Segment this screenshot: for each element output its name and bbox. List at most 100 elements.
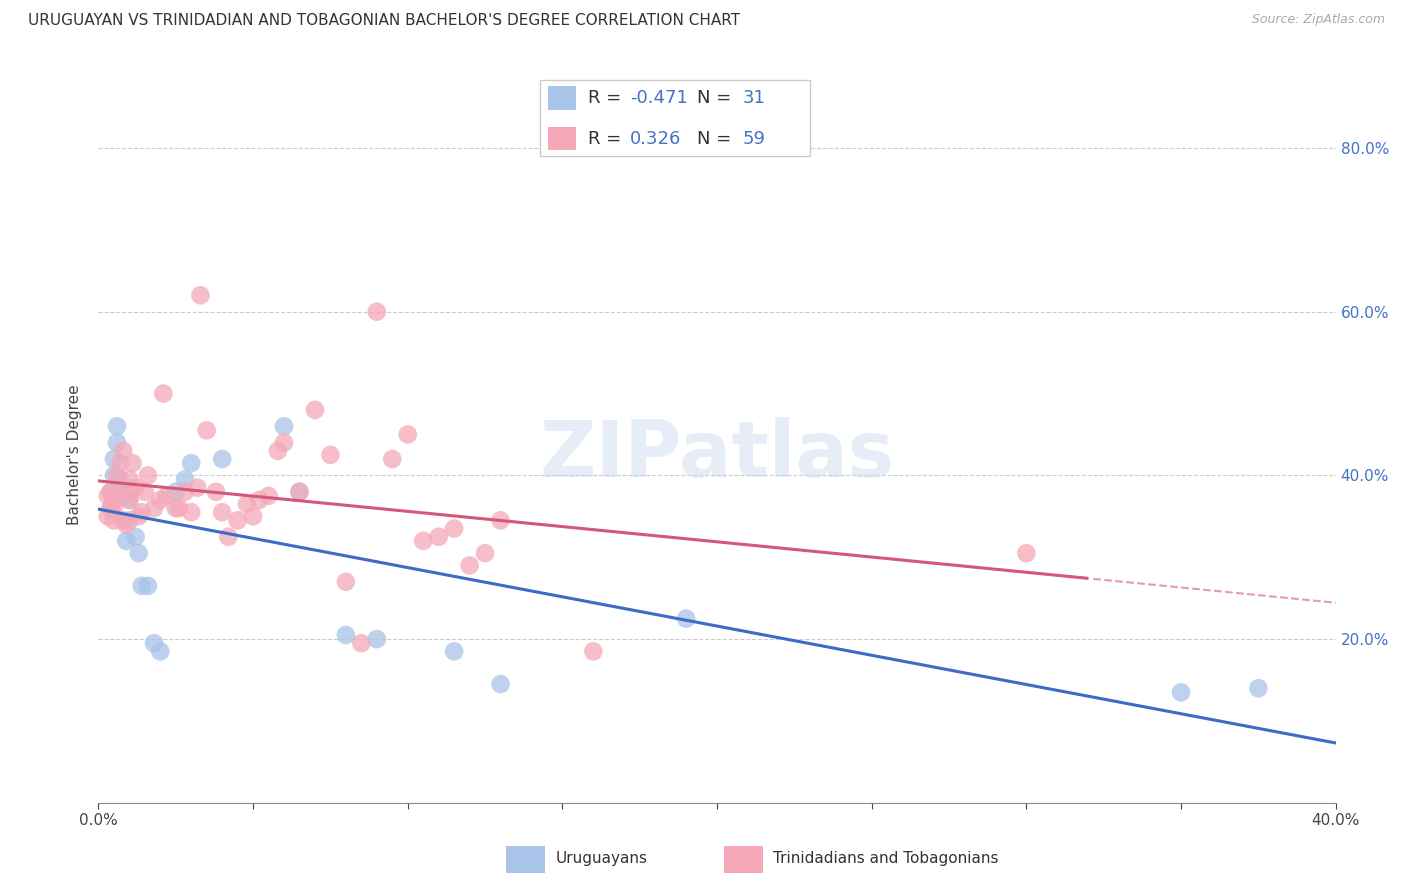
Point: [205, 484, 228, 499]
Point: [124, 481, 146, 495]
Point: [136, 579, 159, 593]
Point: [149, 644, 172, 658]
Point: [155, 489, 177, 503]
Point: [211, 505, 233, 519]
Point: [118, 513, 141, 527]
Point: [167, 501, 190, 516]
Point: [103, 513, 125, 527]
Bar: [548, 86, 576, 110]
Point: [236, 497, 259, 511]
Point: [489, 513, 512, 527]
Y-axis label: Bachelor's Degree: Bachelor's Degree: [67, 384, 83, 525]
Point: [458, 558, 481, 573]
Point: [165, 501, 187, 516]
Point: [288, 484, 311, 499]
Point: [226, 513, 249, 527]
Point: [118, 473, 141, 487]
Point: [273, 435, 295, 450]
Text: -0.471: -0.471: [630, 89, 688, 107]
Text: R =: R =: [588, 89, 627, 107]
Point: [112, 443, 135, 458]
Point: [1015, 546, 1038, 560]
Point: [247, 492, 270, 507]
Point: [1247, 681, 1270, 696]
Point: [319, 448, 342, 462]
Text: 0.326: 0.326: [630, 129, 682, 147]
Point: [105, 484, 128, 499]
Point: [121, 456, 143, 470]
Text: Source: ZipAtlas.com: Source: ZipAtlas.com: [1251, 13, 1385, 27]
Text: 31: 31: [742, 89, 765, 107]
Point: [489, 677, 512, 691]
Point: [174, 484, 197, 499]
Point: [100, 484, 122, 499]
Point: [105, 468, 128, 483]
Point: [217, 530, 239, 544]
Point: [131, 505, 153, 519]
Point: [118, 492, 141, 507]
Point: [427, 530, 450, 544]
Point: [136, 468, 159, 483]
Point: [118, 492, 141, 507]
Point: [115, 517, 138, 532]
Point: [267, 443, 290, 458]
Text: N =: N =: [697, 129, 737, 147]
Point: [103, 492, 125, 507]
Point: [103, 501, 125, 516]
Point: [350, 636, 373, 650]
Point: [105, 419, 128, 434]
Point: [97, 489, 120, 503]
Point: [273, 419, 295, 434]
Bar: [548, 127, 576, 151]
Point: [152, 386, 174, 401]
Point: [112, 489, 135, 503]
Point: [443, 522, 465, 536]
Point: [675, 612, 697, 626]
Point: [128, 509, 150, 524]
Point: [128, 546, 150, 560]
Point: [186, 481, 208, 495]
Point: [108, 456, 131, 470]
Point: [211, 452, 233, 467]
Point: [304, 403, 326, 417]
Text: N =: N =: [697, 89, 737, 107]
Point: [97, 509, 120, 524]
Point: [108, 473, 131, 487]
Point: [180, 456, 202, 470]
Point: [103, 452, 125, 467]
Point: [366, 632, 388, 646]
Point: [174, 473, 197, 487]
Text: R =: R =: [588, 129, 633, 147]
Text: Trinidadians and Tobagonians: Trinidadians and Tobagonians: [773, 851, 998, 866]
Point: [582, 644, 605, 658]
Point: [474, 546, 496, 560]
Point: [100, 501, 122, 516]
Point: [242, 509, 264, 524]
Text: 59: 59: [742, 129, 765, 147]
Point: [105, 435, 128, 450]
Point: [149, 492, 172, 507]
Text: URUGUAYAN VS TRINIDADIAN AND TOBAGONIAN BACHELOR'S DEGREE CORRELATION CHART: URUGUAYAN VS TRINIDADIAN AND TOBAGONIAN …: [28, 13, 740, 29]
Point: [257, 489, 280, 503]
Point: [190, 288, 212, 302]
Point: [381, 452, 404, 467]
Point: [103, 468, 125, 483]
Point: [112, 484, 135, 499]
Point: [288, 484, 311, 499]
Point: [143, 501, 166, 516]
Point: [180, 505, 202, 519]
Text: Uruguayans: Uruguayans: [555, 851, 647, 866]
Point: [1170, 685, 1192, 699]
Point: [100, 484, 122, 499]
Point: [124, 530, 146, 544]
Point: [143, 636, 166, 650]
Point: [118, 484, 141, 499]
Point: [195, 423, 218, 437]
Text: ZIPatlas: ZIPatlas: [540, 417, 894, 493]
Point: [100, 501, 122, 516]
Point: [165, 484, 187, 499]
Point: [443, 644, 465, 658]
FancyBboxPatch shape: [540, 80, 810, 156]
Point: [335, 574, 357, 589]
Bar: [724, 847, 763, 873]
